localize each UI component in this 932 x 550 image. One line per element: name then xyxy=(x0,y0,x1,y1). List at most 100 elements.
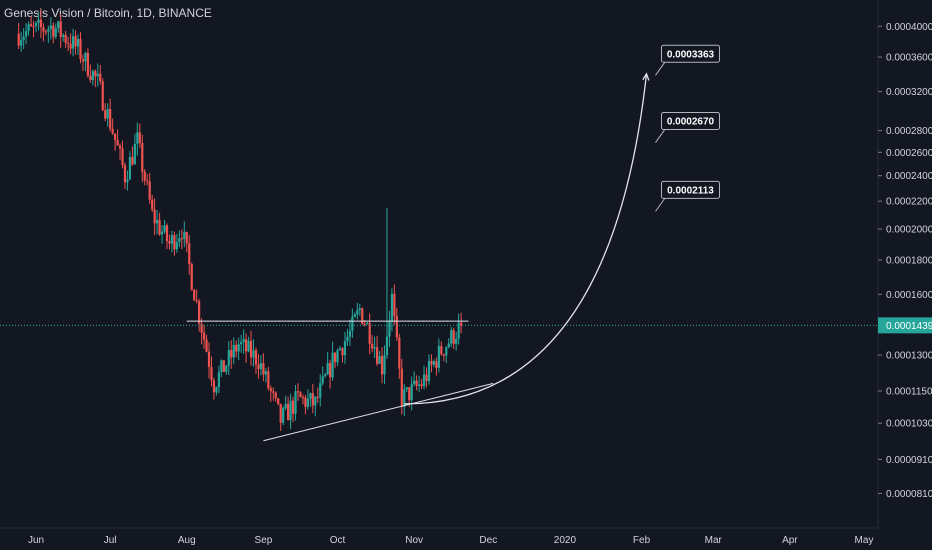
candle-body xyxy=(104,110,107,119)
candle-body xyxy=(59,21,62,37)
candle-body xyxy=(452,330,455,344)
candle-body xyxy=(252,350,255,358)
candle-body xyxy=(25,31,28,37)
callout-box xyxy=(660,112,720,131)
candle-body xyxy=(156,220,159,224)
candle-body xyxy=(447,343,450,348)
candle-body xyxy=(296,391,300,393)
candle-body xyxy=(240,342,243,345)
candle-body xyxy=(76,38,80,47)
candle-body xyxy=(405,387,408,390)
candle-body xyxy=(353,314,356,317)
candle-body xyxy=(244,339,248,352)
candle-body xyxy=(311,393,314,406)
candle-body xyxy=(143,171,146,181)
candle-body xyxy=(175,242,178,250)
candle-body xyxy=(343,341,347,356)
candle-body xyxy=(99,73,102,82)
candle-body xyxy=(287,403,290,421)
callout-label: 0.0002670 xyxy=(667,117,715,128)
candle-body xyxy=(408,387,411,401)
candle-body xyxy=(294,391,297,414)
candle-body xyxy=(457,322,460,339)
candle-body xyxy=(418,384,421,386)
candle-body xyxy=(398,337,401,369)
y-tick-label: 0.0002000 xyxy=(886,225,932,236)
candle-body xyxy=(91,71,94,81)
candle-body xyxy=(160,231,164,235)
candle-body xyxy=(321,376,324,384)
candle-body xyxy=(207,351,211,368)
candle-body xyxy=(306,398,309,407)
candle-body xyxy=(316,396,319,398)
y-tick-label: 0.0002600 xyxy=(886,148,932,159)
candle-body xyxy=(242,339,245,343)
candle-body xyxy=(52,25,55,37)
candle-body xyxy=(180,238,183,240)
x-tick-label: Nov xyxy=(405,535,423,546)
candle-body xyxy=(267,371,270,389)
candle-body xyxy=(259,363,263,370)
candle-body xyxy=(146,180,149,182)
candle-body xyxy=(289,400,292,421)
candle-body xyxy=(89,75,92,81)
candle-body xyxy=(264,371,267,375)
candle-body xyxy=(198,301,201,324)
candle-body xyxy=(81,59,85,62)
x-tick-label: Aug xyxy=(178,535,196,546)
candle-body xyxy=(113,133,117,140)
candle-body xyxy=(34,22,38,27)
candle-body xyxy=(422,374,426,387)
candle-body xyxy=(37,19,40,23)
chart-title: Genesis Vision / Bitcoin, 1D, BINANCE xyxy=(4,6,212,20)
candle-body xyxy=(173,235,176,250)
candle-body xyxy=(235,344,238,352)
candle-body xyxy=(86,52,90,76)
y-tick-label: 0.0003600 xyxy=(886,53,932,64)
y-tick-label: 0.0001300 xyxy=(886,351,932,362)
candle-body xyxy=(64,35,67,43)
candle-body xyxy=(460,322,463,326)
x-tick-label: Mar xyxy=(705,535,723,546)
candle-body xyxy=(427,361,431,382)
candle-body xyxy=(20,40,23,46)
candle-body xyxy=(183,231,186,240)
candle-body xyxy=(450,330,453,344)
candle-body xyxy=(309,393,312,399)
candle-body xyxy=(314,396,317,406)
y-tick-label: 0.0000910 xyxy=(886,455,932,466)
candle-body xyxy=(111,128,114,134)
candle-body xyxy=(17,33,20,46)
candle-body xyxy=(190,263,193,290)
candle-body xyxy=(123,165,127,183)
candle-body xyxy=(165,225,169,242)
candle-body xyxy=(351,316,354,331)
candle-body xyxy=(71,36,75,49)
candle-body xyxy=(170,235,174,244)
candle-body xyxy=(440,346,443,355)
candle-body xyxy=(230,350,233,358)
candle-body xyxy=(257,364,260,370)
candle-body xyxy=(29,24,33,27)
candle-body xyxy=(227,350,230,366)
x-tick-label: May xyxy=(855,535,874,546)
y-tick-label: 0.0001600 xyxy=(886,290,932,301)
callout-box xyxy=(660,44,720,63)
candle-body xyxy=(69,43,72,49)
candle-body xyxy=(205,339,208,352)
y-tick-label: 0.0002800 xyxy=(886,126,932,137)
candle-body xyxy=(39,19,43,28)
candle-body xyxy=(131,156,134,165)
candle-body xyxy=(188,243,191,264)
candle-body xyxy=(42,27,45,32)
candle-body xyxy=(363,323,366,325)
projection-curve xyxy=(404,73,648,405)
last-price-label: 0.0001439 xyxy=(886,321,932,332)
y-tick-label: 0.0002200 xyxy=(886,197,932,208)
candle-body xyxy=(432,361,436,365)
candle-body xyxy=(358,308,361,311)
x-tick-label: 2020 xyxy=(554,535,577,546)
candle-body xyxy=(284,403,287,409)
candle-body xyxy=(425,374,428,382)
